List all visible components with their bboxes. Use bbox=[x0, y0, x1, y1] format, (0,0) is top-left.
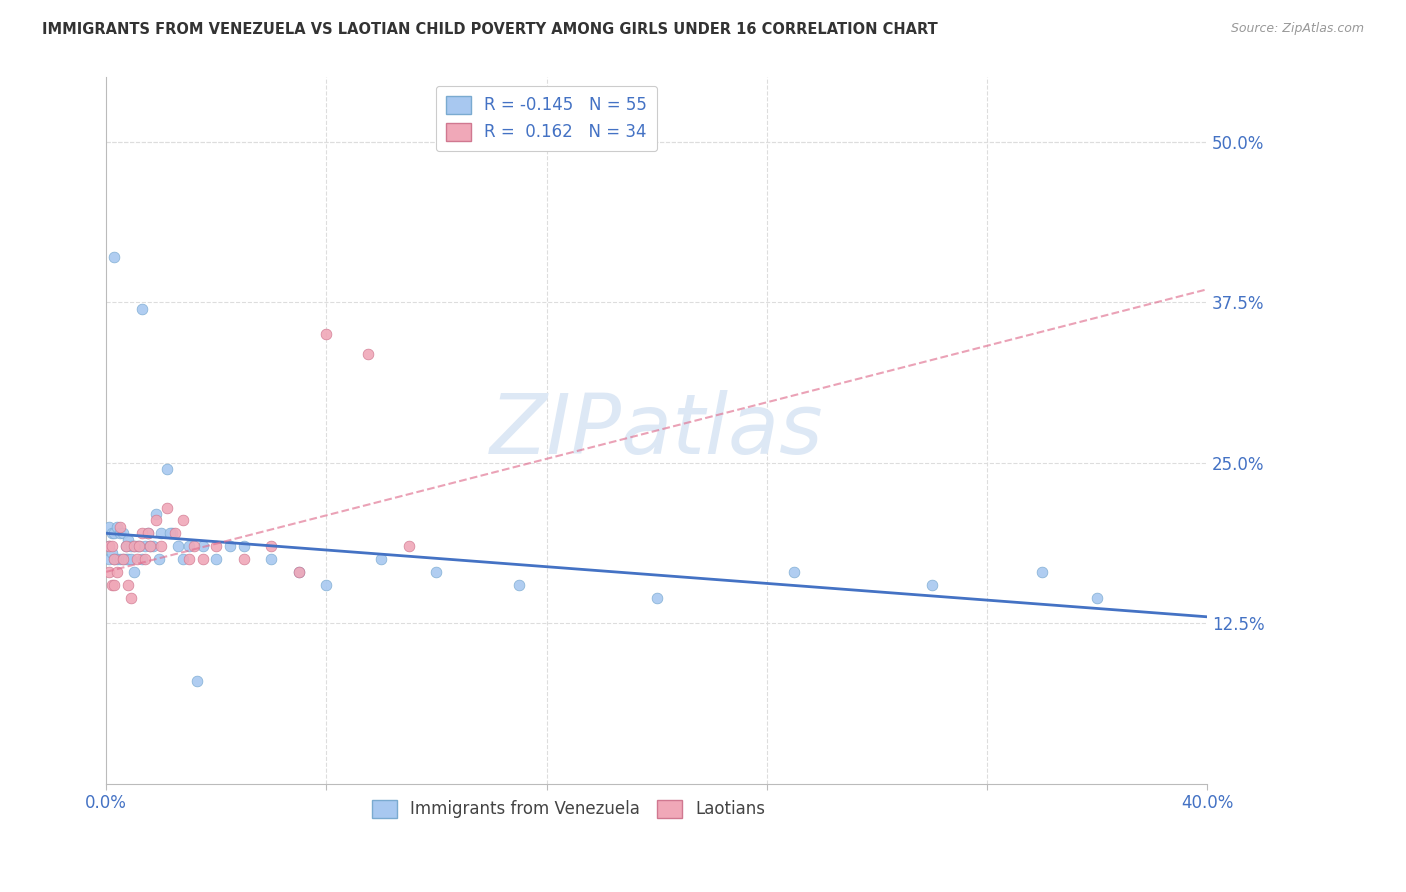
Point bbox=[131, 552, 153, 566]
Text: ZIPatlas: ZIPatlas bbox=[489, 390, 824, 471]
Point bbox=[150, 539, 173, 553]
Point bbox=[103, 526, 125, 541]
Point bbox=[219, 539, 242, 553]
Point bbox=[159, 526, 181, 541]
Point bbox=[117, 552, 139, 566]
Point bbox=[120, 539, 142, 553]
Point bbox=[186, 673, 208, 688]
Point bbox=[114, 539, 136, 553]
Point bbox=[232, 552, 254, 566]
Point bbox=[356, 346, 378, 360]
Point bbox=[783, 565, 806, 579]
Point bbox=[172, 552, 194, 566]
Point bbox=[163, 526, 186, 541]
Text: Source: ZipAtlas.com: Source: ZipAtlas.com bbox=[1230, 22, 1364, 36]
Point bbox=[120, 591, 142, 605]
Point bbox=[162, 526, 184, 541]
Point bbox=[315, 327, 337, 342]
Point bbox=[103, 577, 125, 591]
Point bbox=[98, 552, 121, 566]
Point bbox=[370, 552, 392, 566]
Point bbox=[117, 533, 139, 547]
Point bbox=[98, 539, 121, 553]
Point bbox=[425, 565, 447, 579]
Point bbox=[125, 539, 148, 553]
Text: IMMIGRANTS FROM VENEZUELA VS LAOTIAN CHILD POVERTY AMONG GIRLS UNDER 16 CORRELAT: IMMIGRANTS FROM VENEZUELA VS LAOTIAN CHI… bbox=[42, 22, 938, 37]
Point bbox=[260, 539, 283, 553]
Point bbox=[100, 545, 122, 559]
Point bbox=[103, 552, 125, 566]
Point bbox=[103, 552, 125, 566]
Point bbox=[105, 520, 128, 534]
Point bbox=[645, 591, 668, 605]
Point bbox=[156, 462, 179, 476]
Point bbox=[108, 552, 131, 566]
Point bbox=[398, 539, 420, 553]
Point bbox=[103, 250, 125, 264]
Point bbox=[145, 513, 167, 527]
Point bbox=[177, 552, 200, 566]
Point bbox=[134, 539, 156, 553]
Point bbox=[145, 507, 167, 521]
Point bbox=[139, 539, 162, 553]
Point bbox=[508, 577, 530, 591]
Point bbox=[136, 526, 159, 541]
Point bbox=[148, 552, 170, 566]
Point bbox=[1031, 565, 1053, 579]
Point bbox=[122, 539, 145, 553]
Point bbox=[114, 539, 136, 553]
Point bbox=[166, 539, 188, 553]
Point bbox=[177, 539, 200, 553]
Point bbox=[98, 520, 121, 534]
Point bbox=[191, 552, 214, 566]
Point bbox=[150, 526, 173, 541]
Point bbox=[183, 539, 205, 553]
Legend: Immigrants from Venezuela, Laotians: Immigrants from Venezuela, Laotians bbox=[366, 793, 772, 825]
Point bbox=[100, 539, 122, 553]
Point bbox=[98, 539, 121, 553]
Point bbox=[114, 552, 136, 566]
Point bbox=[120, 552, 142, 566]
Point bbox=[1085, 591, 1108, 605]
Point bbox=[111, 526, 134, 541]
Point bbox=[131, 301, 153, 316]
Point bbox=[172, 513, 194, 527]
Point bbox=[288, 565, 311, 579]
Point bbox=[98, 565, 121, 579]
Point bbox=[108, 520, 131, 534]
Point bbox=[191, 539, 214, 553]
Point bbox=[122, 565, 145, 579]
Point bbox=[111, 552, 134, 566]
Point bbox=[100, 526, 122, 541]
Point bbox=[136, 526, 159, 541]
Point bbox=[125, 552, 148, 566]
Point bbox=[260, 552, 283, 566]
Point bbox=[156, 500, 179, 515]
Point bbox=[142, 539, 165, 553]
Point bbox=[105, 552, 128, 566]
Point bbox=[288, 565, 311, 579]
Point bbox=[108, 526, 131, 541]
Point bbox=[232, 539, 254, 553]
Point bbox=[131, 526, 153, 541]
Point bbox=[139, 539, 162, 553]
Point bbox=[134, 552, 156, 566]
Point bbox=[100, 577, 122, 591]
Point bbox=[921, 577, 943, 591]
Point bbox=[128, 539, 150, 553]
Point bbox=[105, 565, 128, 579]
Point bbox=[128, 539, 150, 553]
Point bbox=[205, 552, 228, 566]
Point bbox=[205, 539, 228, 553]
Point bbox=[315, 577, 337, 591]
Point bbox=[122, 539, 145, 553]
Point bbox=[111, 552, 134, 566]
Point bbox=[117, 577, 139, 591]
